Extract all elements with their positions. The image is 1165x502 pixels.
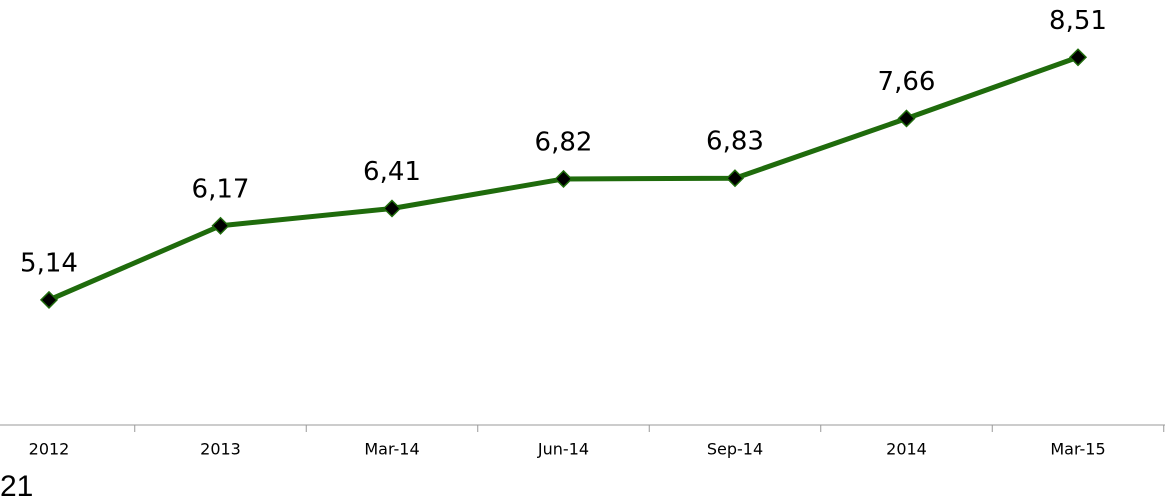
x-tick-label: Mar-15 — [1050, 440, 1105, 459]
marker — [554, 169, 573, 189]
x-tick-label: 2012 — [29, 440, 70, 459]
data-label: 6,82 — [535, 127, 593, 157]
marker — [382, 199, 402, 218]
data-label: 6,17 — [192, 174, 250, 204]
data-label: 6,83 — [706, 127, 764, 157]
data-label: 8,51 — [1049, 6, 1107, 36]
x-tick-label: Jun-14 — [537, 440, 589, 459]
marker — [39, 290, 59, 309]
marker — [725, 169, 745, 188]
marker — [1068, 48, 1088, 67]
data-label: 6,41 — [363, 157, 421, 187]
data-label: 7,66 — [878, 67, 936, 97]
x-tick-label: Sep-14 — [707, 440, 763, 459]
x-tick-label: Mar-14 — [364, 440, 419, 459]
marker — [211, 216, 230, 235]
data-label: 5,14 — [20, 248, 78, 278]
page-number: 21 — [0, 470, 33, 502]
x-tick-label: 2014 — [886, 440, 927, 459]
marker — [897, 109, 916, 128]
x-tick-label: 2013 — [200, 440, 241, 459]
